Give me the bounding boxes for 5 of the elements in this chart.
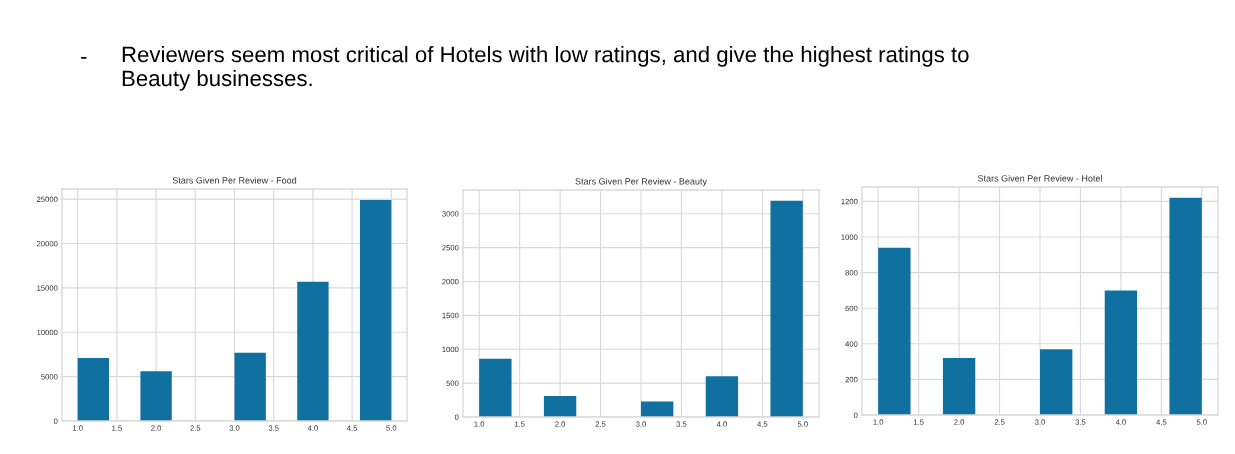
chart-title: Stars Given Per Review - Hotel [977,174,1102,182]
text: Reviewers seem most critical of Hotels with low ratings, and give the highest ratings to Beauty businesses. [122,46,969,91]
chart-title: Stars Given Per Review - Beauty [575,177,707,187]
text: - [80,56,87,59]
chart-title: Stars Given Per Review - Food [172,176,297,184]
